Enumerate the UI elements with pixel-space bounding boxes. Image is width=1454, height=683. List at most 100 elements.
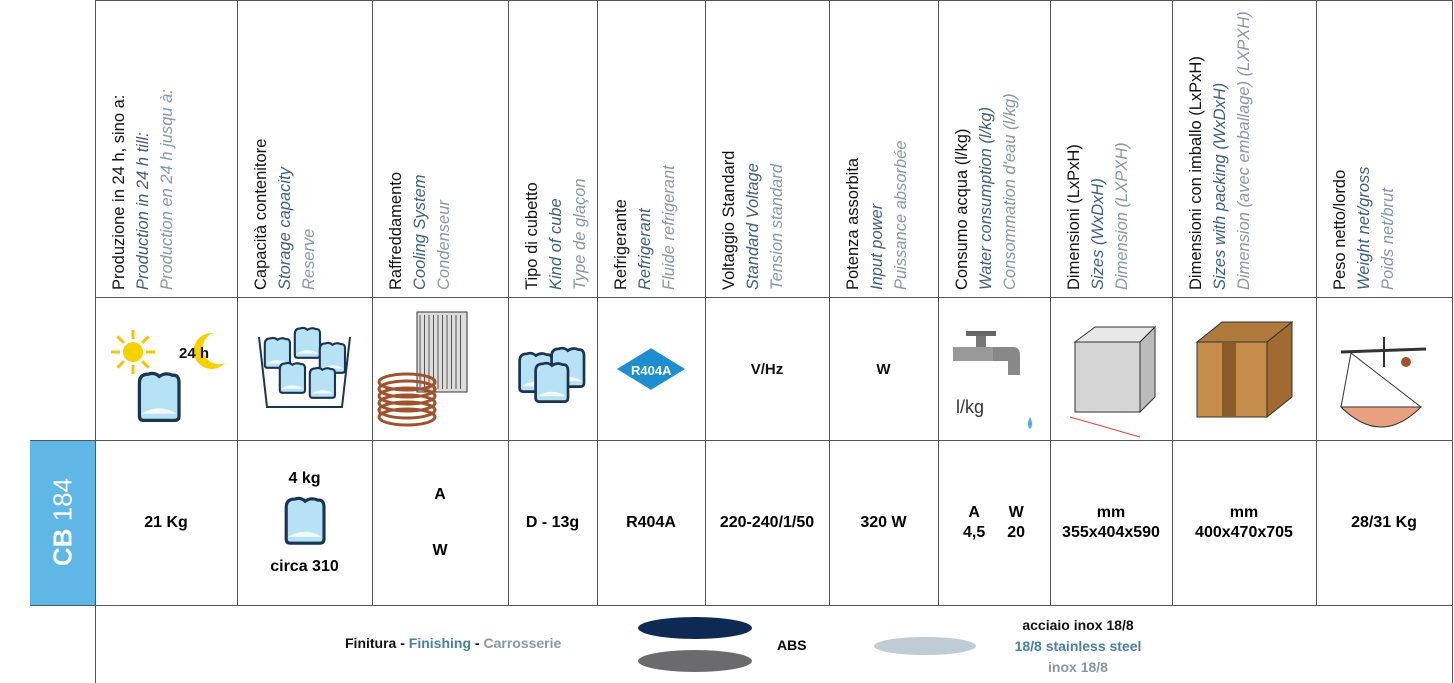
header-line: Reserve <box>300 228 318 290</box>
vline <box>95 0 96 605</box>
header-line: Weight net/gross <box>1355 166 1373 290</box>
vline <box>372 0 373 605</box>
header-line: Water consumption (l/kg) <box>977 106 995 290</box>
abs-label: ABS <box>777 637 807 653</box>
border <box>30 605 1453 606</box>
column-header: Tipo di cubetto Kind of cube Type de glaço… <box>520 4 589 290</box>
icon-graphic <box>1069 325 1157 438</box>
model-label: CB 184 <box>48 440 78 605</box>
header-line: Standard Voltage <box>744 163 762 290</box>
vline <box>1316 0 1317 605</box>
icon-label: V/Hz <box>750 361 784 378</box>
header-line: Storage capacity <box>276 167 294 290</box>
icon-graphic <box>613 345 689 393</box>
finishing-row: Finitura - Finishing - Carrosserie ABS a… <box>95 605 1452 683</box>
vline <box>938 0 939 605</box>
value-group: W 20 <box>1007 503 1025 543</box>
vline <box>597 0 598 605</box>
value-cell: mm 355x404x590 <box>1050 440 1172 605</box>
header-line: Sizes with packing (WxDxH) <box>1211 82 1229 290</box>
header-line: Tension standard <box>768 164 786 290</box>
vline <box>829 0 830 605</box>
icon: 24 h <box>95 297 237 440</box>
separator: - <box>400 635 405 651</box>
value-cell: R404A <box>597 440 705 605</box>
value-cell: mm 400x470x705 <box>1172 440 1316 605</box>
value-cell: A 4,5 W 20 <box>938 440 1050 605</box>
header-line: Produzione in 24 h, sino a: <box>110 94 128 290</box>
value-text: R404A <box>626 513 676 531</box>
column-header: Refrigerante Refrigerant Fluide refrigeran… <box>609 4 697 290</box>
column-header: Produzione in 24 h, sino a: Production in… <box>107 4 229 290</box>
value-text: 4 kg <box>288 469 321 487</box>
border <box>95 0 1453 1</box>
icon <box>1172 297 1316 440</box>
column-header: Consumo acqua (l/kg) Water consumption (l… <box>950 4 1042 290</box>
column-header: Dimensioni (LxPxH) Sizes (WxDxH) Dimension… <box>1062 4 1164 290</box>
icon: l/kg <box>938 297 1050 440</box>
header-line: Input power <box>868 203 886 290</box>
column-header: Capacità contenitore Storage capacity Rese… <box>249 4 364 290</box>
icon-graphic <box>258 326 351 408</box>
value-text: mm <box>1096 503 1126 521</box>
value-cell: 21 Kg <box>95 440 237 605</box>
header-line: Dimensioni (LxPxH) <box>1065 144 1083 290</box>
value-text: 21 Kg <box>144 513 188 531</box>
value-cell: 28/31 Kg <box>1316 440 1452 605</box>
header-line: Fluide refrigerant <box>660 165 678 290</box>
value-text: A <box>434 485 446 503</box>
value-text: W <box>432 541 448 559</box>
vline <box>508 0 509 605</box>
border <box>30 440 1453 441</box>
icon-label: 24 h <box>179 345 210 362</box>
header-line: Dimensioni con imballo (LxPxH) <box>1187 56 1205 290</box>
icon-graphic <box>1339 337 1427 428</box>
icon: W <box>829 297 938 440</box>
header-line: Raffreddamento <box>387 171 405 290</box>
icon: V/Hz <box>705 297 829 440</box>
value-text: 20 <box>1007 523 1026 541</box>
finishing-label: Finitura - Finishing - Carrosserie <box>345 635 561 651</box>
icon: R404A <box>597 297 705 440</box>
value-text: circa 310 <box>270 557 339 575</box>
value-cell: 320 W <box>829 440 938 605</box>
header-line: Consumo acqua (l/kg) <box>953 128 971 290</box>
icon <box>1050 297 1172 440</box>
cube-graphic <box>284 496 326 545</box>
vline <box>705 0 706 605</box>
value-cell: 4 kg circa 310 <box>237 440 372 605</box>
value-text: 355x404x590 <box>1062 523 1160 541</box>
icon-label: R404A <box>631 363 672 378</box>
header-line: Production en 24 h jusqu à: <box>158 89 176 290</box>
separator: - <box>474 635 480 651</box>
header-line: Tipo di cubetto <box>523 182 541 290</box>
vline <box>237 0 238 605</box>
header-line: Potenza assorbita <box>844 157 862 290</box>
value-text: D - 13g <box>525 513 580 531</box>
model-badge: CB 184 <box>30 440 95 605</box>
value-text: 4,5 <box>962 523 986 541</box>
value-text: mm <box>1229 503 1259 521</box>
icon <box>237 297 372 440</box>
header-line: Type de glaçon <box>571 178 589 290</box>
header-line: Voltaggio Standard <box>720 150 738 290</box>
column-header: Potenza assorbita Input power Puissance ab… <box>841 4 930 290</box>
header-line: Refrigerante <box>612 199 630 290</box>
steel-swatch <box>874 637 976 655</box>
finishing-it: Finitura <box>345 635 397 651</box>
icon-graphic <box>953 331 1032 429</box>
finishing-fr: Carrosserie <box>483 635 562 651</box>
model-number: 184 <box>47 477 78 522</box>
icon-label: l/kg <box>956 397 985 417</box>
header-line: Cooling System <box>411 174 429 290</box>
vline <box>1050 0 1051 605</box>
header-line: Peso netto/lordo <box>1331 169 1349 290</box>
column-header: Peso netto/lordo Weight net/gross Poids ne… <box>1328 4 1444 290</box>
border <box>95 297 1453 298</box>
header-line: Refrigerant <box>636 208 654 290</box>
value-text: W <box>1008 503 1024 521</box>
icon-graphic <box>1195 320 1294 419</box>
steel-it: acciaio inox 18/8 <box>1022 617 1134 633</box>
